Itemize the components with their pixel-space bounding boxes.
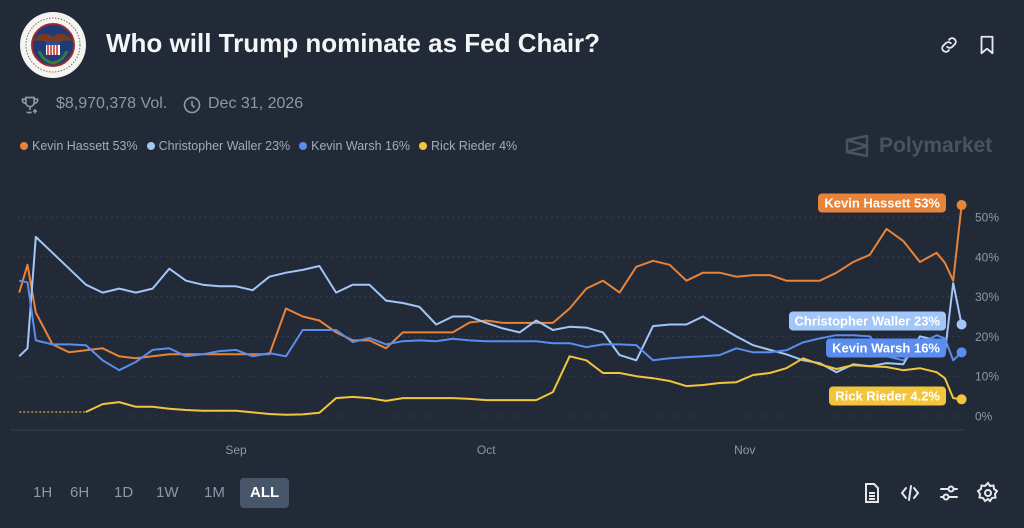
range-button-all[interactable]: ALL [240,478,290,508]
range-button-1w[interactable]: 1W [156,484,179,501]
x-tick-label: Nov [734,443,755,457]
legend-dot [419,142,428,150]
link-icon[interactable] [938,34,960,56]
series-line-kevin-warsh [19,279,963,372]
legend-label: Kevin Hassett 53% [32,139,138,153]
series-end-label: Kevin Hassett 53% [818,193,946,213]
volume: $8,970,378 Vol. [56,95,168,112]
market-icon [19,11,87,79]
chart-legend: Kevin Hassett 53% Christopher Waller 23%… [20,139,517,153]
range-button-1h[interactable]: 1H [33,484,53,501]
market-title: Who will Trump nominate as Fed Chair? [106,28,601,58]
series-line-kevin-hassett [18,204,963,360]
y-tick-label: 30% [975,290,999,304]
bookmark-icon[interactable] [976,34,998,56]
end-date: Dec 31, 2026 [208,95,304,112]
legend-dot [146,142,155,150]
legend-label: Kevin Warsh 16% [311,139,411,153]
range-button-1d[interactable]: 1D [114,484,134,501]
series-line-christopher-waller [18,235,963,374]
legend-label: Christopher Waller 23% [158,139,291,153]
series-end-label: Kevin Warsh 16% [826,338,946,358]
y-tick-label: 50% [975,211,999,225]
y-tick-label: 0% [975,410,993,424]
trophy-icon [20,95,40,120]
y-tick-label: 40% [975,250,999,264]
series-end-dot [956,347,967,358]
legend-dot [20,142,28,150]
series-line-rick-rieder [85,355,962,416]
x-tick-label: Sep [225,443,247,457]
embed-code-icon[interactable] [898,481,922,505]
series-end-label: Rick Rieder 4.2% [829,386,946,406]
range-button-1m[interactable]: 1M [204,484,225,501]
brand-name: Polymarket [879,134,993,157]
legend-item: Kevin Hassett 53% [20,139,138,153]
x-axis-line [10,429,965,431]
legend-item: Kevin Warsh 16% [299,139,410,153]
clock-icon [182,95,202,120]
polymarket-watermark: Polymarket [845,134,992,158]
legend-item: Christopher Waller 23% [146,139,291,153]
document-icon[interactable] [860,481,884,505]
legend-label: Rick Rieder 4% [431,139,518,153]
y-tick-label: 10% [975,370,999,384]
series-end-dot [956,200,967,211]
x-tick-label: Oct [477,443,496,457]
range-button-6h[interactable]: 6H [70,484,90,501]
series-end-dot [956,319,967,330]
settings-icon[interactable] [976,481,1000,505]
sliders-icon[interactable] [937,481,961,505]
legend-dot [299,142,308,150]
series-end-label: Christopher Waller 23% [788,311,946,331]
y-tick-label: 20% [975,330,999,344]
series-end-dot [956,394,967,405]
legend-item: Rick Rieder 4% [419,139,517,153]
